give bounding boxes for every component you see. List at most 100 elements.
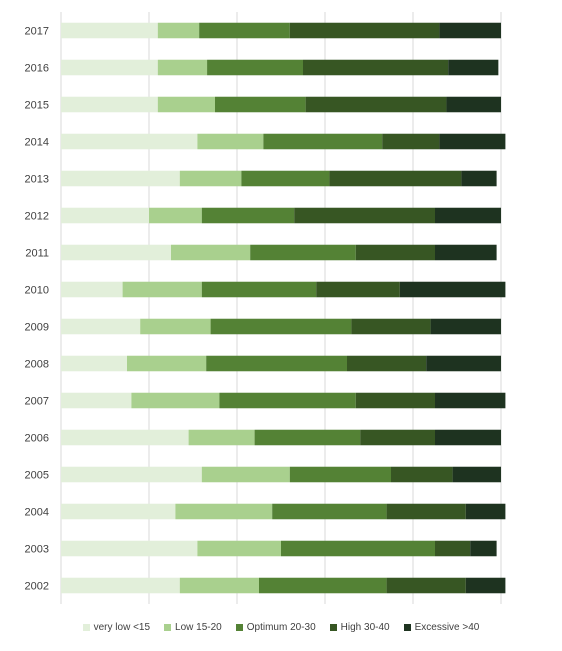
bar-2008-series-3 [347, 355, 427, 372]
bar-2010-series-3 [316, 281, 400, 298]
bar-2017-series-2 [199, 22, 290, 39]
bars [61, 22, 506, 594]
bar-2012-series-2 [201, 207, 295, 224]
bar-2017-series-0 [61, 22, 158, 39]
bar-2011-series-4 [435, 244, 497, 261]
bar-2004-series-2 [272, 503, 387, 520]
bar-2017-series-4 [439, 22, 501, 39]
category-label-2010: 2010 [25, 285, 49, 297]
bar-2002-series-3 [386, 577, 466, 594]
bar-2005-series-1 [201, 466, 290, 483]
legend-swatch-3 [329, 624, 337, 631]
bar-2007-series-1 [131, 392, 220, 409]
bar-2016-series-3 [303, 59, 449, 76]
bar-2003-series-0 [61, 540, 198, 557]
bar-2003-series-1 [197, 540, 281, 557]
bar-2010-series-2 [201, 281, 317, 298]
bar-2017-series-1 [157, 22, 200, 39]
category-label-2009: 2009 [25, 322, 49, 334]
bar-2002-series-2 [259, 577, 387, 594]
bar-2004-series-3 [386, 503, 466, 520]
bar-2016-series-0 [61, 59, 158, 76]
bar-2010-series-0 [61, 281, 123, 298]
bar-2009-series-1 [140, 318, 211, 335]
bar-2015-series-1 [157, 96, 215, 113]
bar-2009-series-0 [61, 318, 141, 335]
category-label-2017: 2017 [25, 26, 49, 38]
bar-2013-series-4 [461, 170, 497, 187]
bar-2015-series-2 [215, 96, 306, 113]
category-label-2007: 2007 [25, 396, 49, 408]
bar-2008-series-4 [426, 355, 501, 372]
bar-2003-series-3 [435, 540, 471, 557]
legend: very low <15 Low 15-20 Optimum 20-30 High 3… [0, 622, 562, 633]
category-label-2013: 2013 [25, 174, 49, 186]
category-label-2014: 2014 [25, 137, 49, 149]
legend-label-1: Low 15-20 [175, 622, 222, 633]
bar-2013-series-0 [61, 170, 180, 187]
bar-2007-series-0 [61, 392, 132, 409]
bar-2002-series-1 [179, 577, 259, 594]
bar-2004-series-0 [61, 503, 176, 520]
bar-2007-series-2 [219, 392, 356, 409]
bar-2006-series-3 [360, 429, 435, 446]
legend-swatch-0 [82, 624, 90, 631]
category-label-2008: 2008 [25, 359, 49, 371]
bar-2005-series-4 [452, 466, 501, 483]
category-label-2016: 2016 [25, 63, 49, 75]
legend-entry-1: Low 15-20 [164, 622, 222, 633]
bar-2013-series-2 [241, 170, 330, 187]
legend-entry-4: Excessive >40 [403, 622, 480, 633]
bar-2010-series-1 [122, 281, 202, 298]
legend-label-0: very low <15 [93, 622, 151, 633]
legend-swatch-2 [235, 624, 243, 631]
bar-2016-series-2 [207, 59, 303, 76]
bar-2012-series-0 [61, 207, 149, 224]
bar-2002-series-0 [61, 577, 180, 594]
bar-2012-series-1 [149, 207, 202, 224]
bar-2012-series-4 [435, 207, 501, 224]
bar-2011-series-1 [171, 244, 251, 261]
bar-2011-series-0 [61, 244, 171, 261]
bar-2015-series-3 [305, 96, 447, 113]
category-label-2011: 2011 [25, 248, 49, 260]
bar-2013-series-1 [179, 170, 242, 187]
bar-2014-series-3 [382, 133, 440, 150]
category-label-2006: 2006 [25, 433, 49, 445]
bar-2006-series-4 [435, 429, 501, 446]
legend-entry-0: very low <15 [82, 622, 151, 633]
legend-swatch-1 [164, 624, 172, 631]
bar-2015-series-0 [61, 96, 158, 113]
bar-2005-series-0 [61, 466, 202, 483]
bar-2008-series-1 [127, 355, 207, 372]
legend-entry-2: Optimum 20-30 [235, 622, 316, 633]
bar-2003-series-2 [281, 540, 435, 557]
bar-2013-series-3 [329, 170, 462, 187]
legend-label-2: Optimum 20-30 [246, 622, 316, 633]
bar-2014-series-0 [61, 133, 198, 150]
bar-2008-series-2 [206, 355, 347, 372]
bar-2002-series-4 [465, 577, 506, 594]
category-labels: 2017 2016 2015 2014 2013 2012 2011 2010 2009 2008… [25, 26, 49, 593]
category-label-2004: 2004 [25, 507, 49, 519]
category-label-2005: 2005 [25, 470, 49, 482]
bar-2004-series-1 [175, 503, 273, 520]
bar-2015-series-4 [446, 96, 501, 113]
bar-2011-series-2 [250, 244, 356, 261]
bar-2009-series-4 [430, 318, 501, 335]
category-label-2012: 2012 [25, 211, 49, 223]
legend-entry-3: High 30-40 [329, 622, 390, 633]
bar-2012-series-3 [294, 207, 435, 224]
bar-2016-series-4 [448, 59, 499, 76]
bar-2017-series-3 [289, 22, 440, 39]
bar-2009-series-2 [210, 318, 352, 335]
category-label-2002: 2002 [25, 581, 49, 593]
category-label-2003: 2003 [25, 544, 49, 556]
bar-2007-series-4 [435, 392, 506, 409]
bar-2014-series-2 [263, 133, 383, 150]
legend-label-4: Excessive >40 [414, 622, 480, 633]
bar-2014-series-1 [197, 133, 264, 150]
bar-2016-series-1 [157, 59, 208, 76]
bar-2006-series-2 [254, 429, 361, 446]
